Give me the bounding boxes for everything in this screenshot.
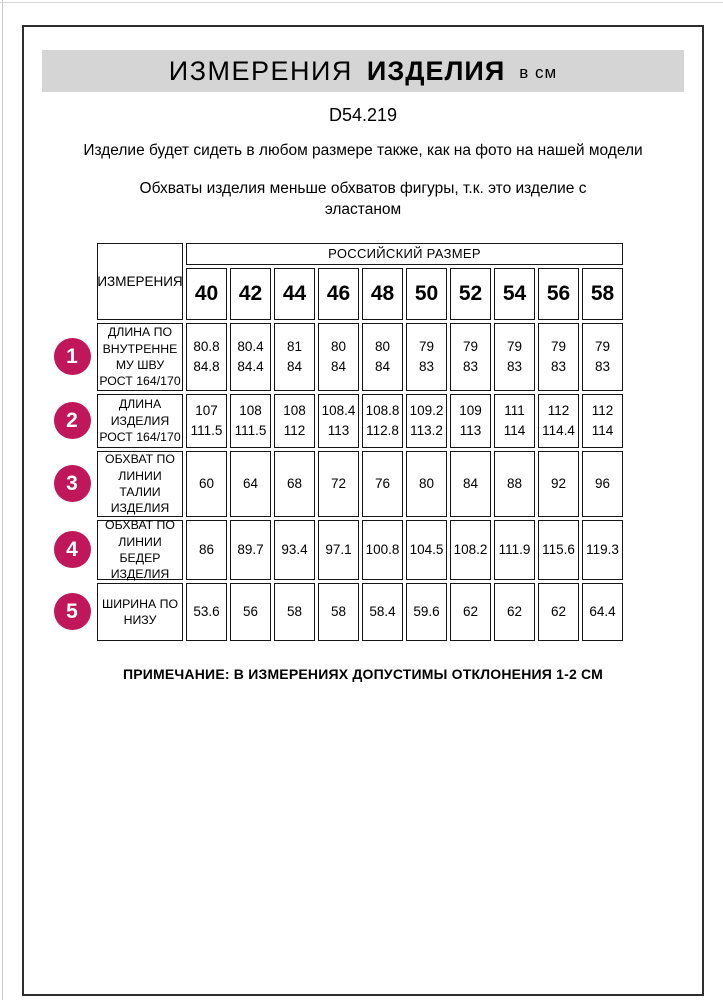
measurement-row-label: ОБХВАТ ПО ЛИНИИ ТАЛИИ ИЗДЕЛИЯ: [97, 450, 183, 517]
measurement-value: 80 84: [318, 322, 359, 391]
page-title-unit: в см: [519, 63, 558, 82]
size-col-header: 56: [538, 267, 579, 320]
tolerance-footnote: ПРИМЕЧАНИЕ: В ИЗМЕРЕНИЯХ ДОПУСТИМЫ ОТКЛО…: [122, 665, 604, 682]
scan-edge-top: [0, 2, 723, 3]
title-band: ИЗМЕРЕНИЯ ИЗДЕЛИЯ в см: [42, 50, 684, 92]
measurement-value: 53.6: [186, 582, 227, 641]
measurement-value: 96: [582, 450, 623, 517]
scan-edge-left: [2, 0, 3, 1000]
elastane-note: Обхваты изделия меньше обхватов фигуры, …: [139, 179, 587, 218]
measurement-value: 58: [318, 582, 359, 641]
row-badge-slot: 5: [50, 583, 94, 641]
size-chart-page: ИЗМЕРЕНИЯ ИЗДЕЛИЯ в см D54.219 Изделие б…: [22, 25, 704, 996]
measurement-value: 108.2: [450, 519, 491, 580]
measurement-row-label: ОБХВАТ ПО ЛИНИИ БЕДЕР ИЗДЕЛИЯ: [97, 518, 183, 581]
product-code: D54.219: [328, 105, 398, 125]
row-number-badge: 4: [53, 531, 91, 569]
measurement-value: 79 83: [494, 322, 535, 391]
row-number-badge: 1: [53, 338, 91, 376]
size-col-header: 44: [274, 267, 315, 320]
measurement-value: 107 111.5: [186, 393, 227, 448]
size-col-header: 40: [186, 267, 227, 320]
row-number-badge: 5: [53, 593, 91, 631]
row-number-badge: 3: [53, 465, 91, 503]
measurement-value: 79 83: [582, 322, 623, 391]
row-badge-slot: 3: [50, 451, 94, 517]
size-col-header: 58: [582, 267, 623, 320]
fit-note: Изделие будет сидеть в любом размере так…: [83, 142, 643, 159]
measurement-value: 76: [362, 450, 403, 517]
measurement-value: 109 113: [450, 393, 491, 448]
measurement-value: 62: [538, 582, 579, 641]
measurement-value: 84: [450, 450, 491, 517]
measurement-row-label: ШИРИНА ПО НИЗУ: [97, 582, 183, 641]
measurement-value: 79 83: [538, 322, 579, 391]
measurement-value: 108.4 113: [318, 393, 359, 448]
measurement-value: 88: [494, 450, 535, 517]
measurement-value: 108.8 112.8: [362, 393, 403, 448]
measurement-value: 58: [274, 582, 315, 641]
measurement-value: 79 83: [450, 322, 491, 391]
size-col-header: 46: [318, 267, 359, 320]
measurement-value: 64: [230, 450, 271, 517]
row-badge-slot: 1: [50, 323, 94, 391]
measurement-value: 93.4: [274, 519, 315, 580]
measurement-value: 72: [318, 450, 359, 517]
measurement-value: 58.4: [362, 582, 403, 641]
measurement-value: 80: [406, 450, 447, 517]
measurement-value: 64.4: [582, 582, 623, 641]
measurement-value: 111.9: [494, 519, 535, 580]
measurement-row-label: ДЛИНА ПО ВНУТРЕННЕ МУ ШВУ РОСТ 164/170: [97, 322, 183, 391]
measurement-value: 108 112: [274, 393, 315, 448]
measurement-value: 68: [274, 450, 315, 517]
size-table: ИЗМЕРЕНИЯ РОССИЙСКИЙ РАЗМЕР 40 42 44 46 …: [50, 242, 623, 641]
measurement-value: 89.7: [230, 519, 271, 580]
measurement-value: 111 114: [494, 393, 535, 448]
measurement-value: 112 114: [582, 393, 623, 448]
measurement-value: 92: [538, 450, 579, 517]
page-title-main: ИЗМЕРЕНИЯ: [168, 55, 353, 86]
size-col-header: 52: [450, 267, 491, 320]
size-col-header: 42: [230, 267, 271, 320]
measurement-value: 86: [186, 519, 227, 580]
measurement-value: 79 83: [406, 322, 447, 391]
row-number-badge: 2: [53, 402, 91, 440]
measurement-value: 59.6: [406, 582, 447, 641]
measurement-row-label: ДЛИНА ИЗДЕЛИЯ РОСТ 164/170: [97, 393, 183, 448]
size-col-header: 50: [406, 267, 447, 320]
measurement-value: 80.4 84.4: [230, 322, 271, 391]
size-col-header: 48: [362, 267, 403, 320]
measurement-value: 100.8: [362, 519, 403, 580]
size-col-header: 54: [494, 267, 535, 320]
measurement-value: 109.2 113.2: [406, 393, 447, 448]
measurement-value: 115.6: [538, 519, 579, 580]
measurement-value: 56: [230, 582, 271, 641]
measurement-value: 80 84: [362, 322, 403, 391]
measurement-value: 81 84: [274, 322, 315, 391]
measurement-value: 119.3: [582, 519, 623, 580]
measurement-value: 104.5: [406, 519, 447, 580]
measurement-value: 97.1: [318, 519, 359, 580]
measurement-value: 112 114.4: [538, 393, 579, 448]
measurement-value: 108 111.5: [230, 393, 271, 448]
row-badge-slot: 2: [50, 394, 94, 448]
measurement-value: 62: [450, 582, 491, 641]
measurement-value: 80.8 84.8: [186, 322, 227, 391]
table-corner-spacer: [50, 243, 94, 320]
measurement-value: 62: [494, 582, 535, 641]
measurements-column-header: ИЗМЕРЕНИЯ: [97, 242, 183, 320]
size-group-header: РОССИЙСКИЙ РАЗМЕР: [186, 242, 623, 265]
measurement-value: 60: [186, 450, 227, 517]
row-badge-slot: 4: [50, 520, 94, 580]
page-title-emphasis: ИЗДЕЛИЯ: [366, 55, 506, 86]
